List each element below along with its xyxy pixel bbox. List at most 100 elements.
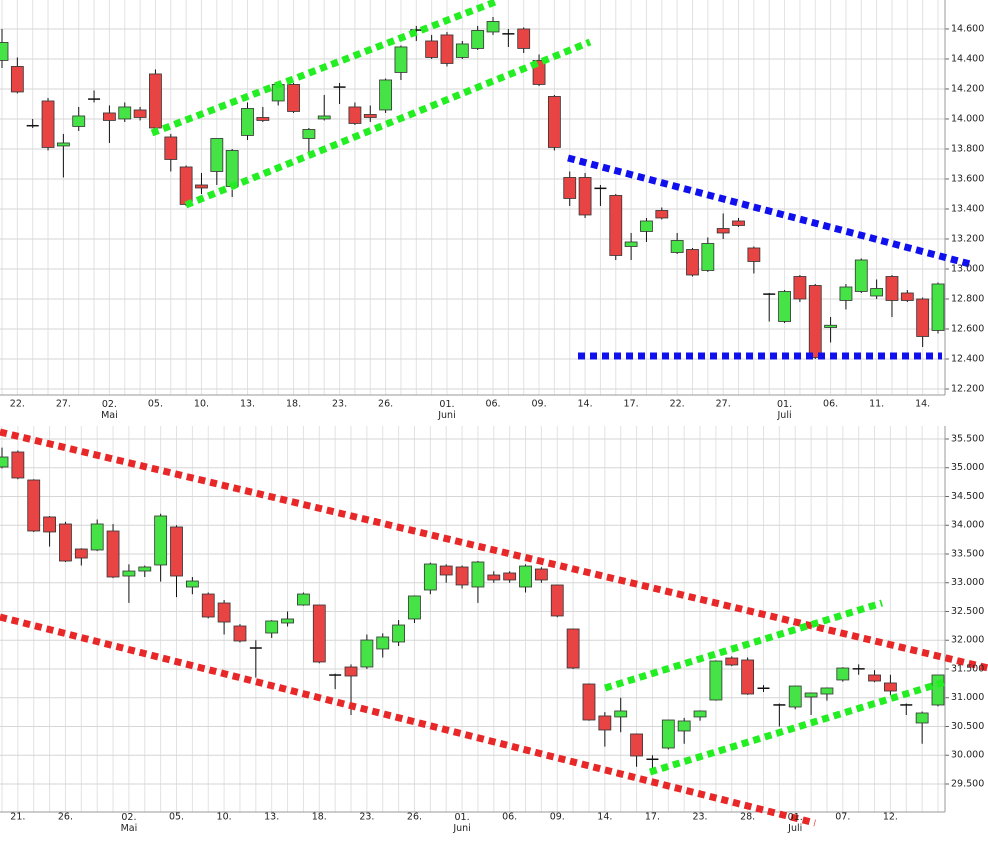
y-tick-label: 14.200 <box>951 83 984 94</box>
candle-body <box>503 572 517 581</box>
x-tick-label: 09. <box>531 399 546 410</box>
x-tick-label: 02. Mai <box>101 399 118 421</box>
x-tick-label: 02. Mai <box>121 812 138 834</box>
x-tick-label: 10. <box>194 399 209 410</box>
candle-body <box>217 602 231 623</box>
trend-line <box>0 613 816 827</box>
candle-body <box>360 639 374 668</box>
candle-body <box>297 593 310 606</box>
candle-body <box>661 719 675 749</box>
y-tick-label: 12.200 <box>951 383 984 394</box>
trend-line <box>184 38 592 209</box>
candle-body <box>379 79 393 111</box>
x-tick-label: 06. <box>823 399 838 410</box>
x-tick-label: 11. <box>869 399 884 410</box>
candle-body <box>747 247 761 262</box>
mark-layer <box>0 16 945 770</box>
candle-body <box>870 288 884 297</box>
candle-body <box>56 142 70 147</box>
trend-lines <box>0 0 988 827</box>
candle-body <box>630 733 643 757</box>
candle-body <box>122 570 136 577</box>
candle-body <box>154 515 168 566</box>
candle-body <box>10 66 24 93</box>
candle-body <box>732 220 745 226</box>
candle-body <box>106 530 120 578</box>
x-tick-label: 01. Juli <box>777 399 793 421</box>
candle-body <box>265 620 279 634</box>
candle-body <box>0 42 9 61</box>
x-tick-label: 13. <box>240 399 255 410</box>
x-tick-label: 17. <box>645 812 660 823</box>
candle-body <box>317 115 331 120</box>
candle-body <box>408 595 421 620</box>
y-tick-label: 35.500 <box>951 433 984 444</box>
candle-body <box>578 177 592 216</box>
x-tick-label: 13. <box>264 812 279 823</box>
candle-body <box>741 659 755 695</box>
candle-body <box>598 715 612 731</box>
candle-body <box>149 73 162 129</box>
candle-body <box>471 561 485 588</box>
y-tick-label: 34.000 <box>951 520 984 531</box>
candle-body <box>118 106 132 120</box>
x-tick-label: 06. <box>502 812 517 823</box>
candle-body <box>103 112 116 121</box>
candle-body <box>11 451 25 479</box>
candle-body <box>885 276 899 301</box>
x-tick-label: 17. <box>624 399 639 410</box>
candle-body <box>72 115 86 127</box>
x-tick-label: 18. <box>312 812 327 823</box>
x-tick-label: 28. <box>740 812 755 823</box>
candle-body <box>566 628 580 669</box>
candle-body <box>839 286 853 301</box>
y-tick-label: 30.000 <box>951 750 984 761</box>
x-tick-label: 07. <box>835 812 850 823</box>
candle-body <box>455 43 469 58</box>
y-tick-label: 31.500 <box>951 663 984 674</box>
candle-body <box>90 523 104 551</box>
candle-body <box>550 584 564 617</box>
candle-body <box>701 243 715 271</box>
candle-body <box>534 568 548 581</box>
y-tick-label: 35.000 <box>951 462 984 473</box>
candle-body <box>519 565 532 588</box>
candle-body <box>344 666 358 677</box>
x-tick-label: 18. <box>286 399 301 410</box>
candle-body <box>281 618 294 624</box>
candle-body <box>793 276 807 300</box>
x-tick-label: 21. <box>10 812 25 823</box>
candle-body <box>915 712 929 724</box>
x-tick-label: 01. Juni <box>452 812 470 834</box>
y-tick-label: 13.400 <box>951 203 984 214</box>
y-tick-label: 13.000 <box>951 263 984 274</box>
candle-body <box>486 21 500 33</box>
x-tick-label: 27. <box>716 399 731 410</box>
candle-body <box>517 28 531 49</box>
y-tick-label: 14.000 <box>951 113 984 124</box>
candle-body <box>41 100 55 148</box>
candle-body <box>179 166 193 205</box>
x-tick-label: 23. <box>359 812 374 823</box>
x-tick-label: 14. <box>597 812 612 823</box>
trend-line <box>567 154 971 268</box>
candle-body <box>394 46 408 73</box>
y-tick-label: 12.800 <box>951 293 984 304</box>
candle-body <box>716 228 730 234</box>
candle-body <box>195 184 208 189</box>
y-tick-label: 12.400 <box>951 353 984 364</box>
candle-body <box>788 685 802 708</box>
candle-body <box>312 604 326 663</box>
y-tick-label: 33.500 <box>951 548 984 559</box>
y-tick-label: 32.000 <box>951 635 984 646</box>
candle-body <box>836 667 850 681</box>
candle-body <box>43 516 56 533</box>
candle-body <box>854 259 868 292</box>
candle-body <box>233 625 247 642</box>
x-tick-label: 06. <box>485 399 500 410</box>
candle-body <box>185 580 199 588</box>
x-tick-label: 22. <box>10 399 25 410</box>
trend-line <box>648 678 947 776</box>
